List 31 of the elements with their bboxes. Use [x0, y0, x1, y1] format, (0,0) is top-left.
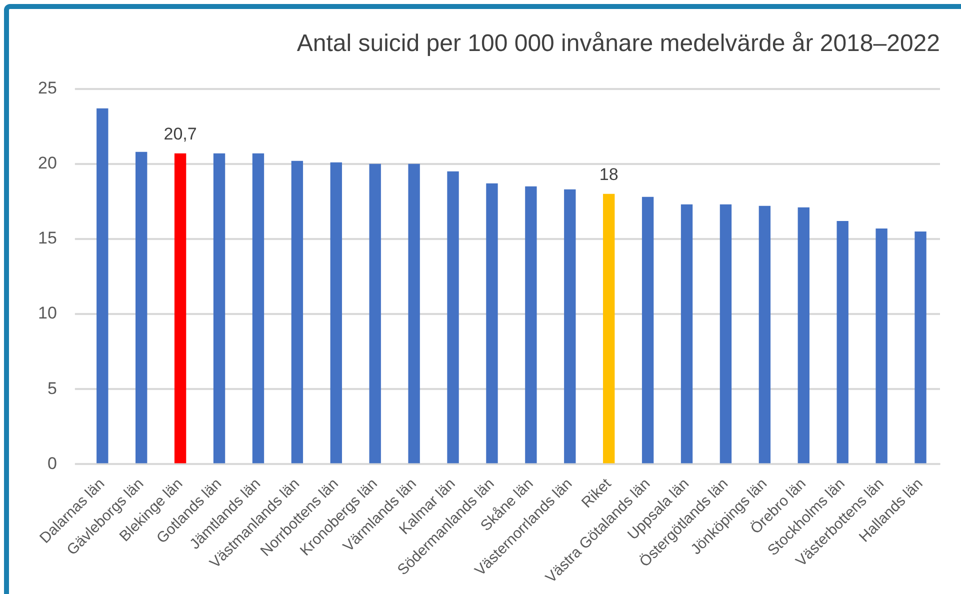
bar	[564, 189, 576, 464]
bar	[798, 207, 810, 464]
bar	[252, 153, 264, 464]
bar	[330, 162, 342, 464]
data-label: 20,7	[164, 124, 197, 144]
bar	[525, 186, 537, 464]
bar	[174, 153, 186, 464]
bar	[213, 153, 226, 464]
chart-title: Antal suicid per 100 000 invånare medelvärde år 2018–2022	[296, 30, 940, 58]
bar	[447, 171, 459, 464]
bar	[486, 183, 498, 464]
y-tick-label: 15	[38, 228, 57, 248]
bar	[408, 164, 420, 464]
bar	[291, 160, 304, 464]
bar	[758, 206, 771, 464]
bar	[136, 152, 148, 464]
y-tick-label: 25	[38, 78, 57, 98]
bar	[96, 108, 108, 464]
bar	[914, 231, 926, 464]
y-tick-label: 10	[38, 304, 57, 323]
bar	[642, 196, 654, 464]
bar	[680, 204, 693, 464]
y-tick-label: 5	[47, 378, 57, 398]
bar	[876, 228, 888, 464]
bar	[603, 194, 615, 464]
bar	[720, 204, 732, 464]
data-label: 18	[599, 165, 618, 184]
bar	[369, 164, 381, 464]
bar	[836, 220, 848, 464]
y-tick-label: 0	[47, 454, 57, 473]
y-tick-label: 20	[38, 154, 57, 173]
